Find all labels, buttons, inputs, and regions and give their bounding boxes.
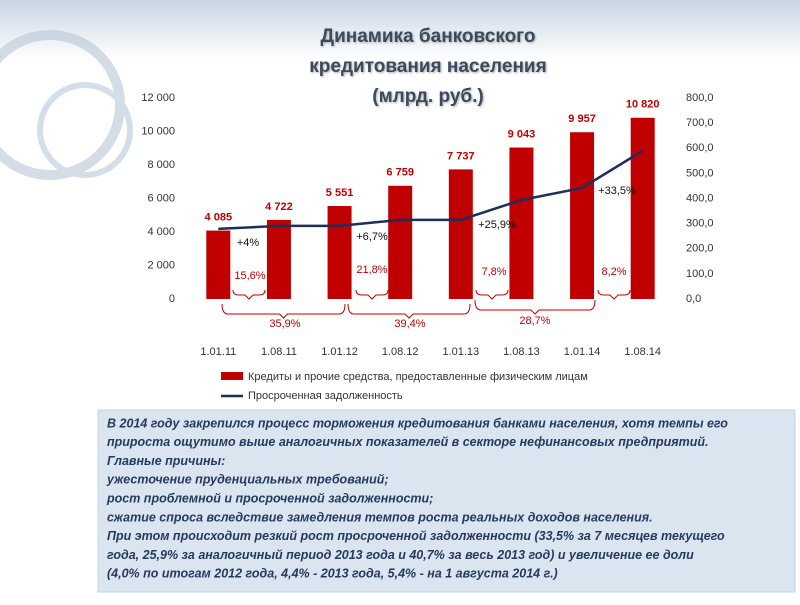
annotation: 35,9% [269,318,300,330]
bar [266,219,291,299]
brace [347,303,471,319]
legend-swatch [221,372,243,380]
y-tick-label: 4 000 [147,226,175,238]
bar [388,185,413,299]
value-label: 10 820 [626,99,660,111]
chart-title: (млрд. руб.) [372,86,483,107]
y-tick-label: 10 000 [141,125,175,137]
body-text: сжатие спроса вследствие замедления темп… [107,510,653,524]
x-tick-label: 1.01.14 [564,346,601,358]
bar [630,117,655,299]
chart-title: Динамика банковского [321,26,536,47]
line [218,149,644,231]
text-box [97,409,796,593]
y2-tick-label: 100,0 [686,268,714,280]
annotation: 21,8% [356,264,387,276]
brace [355,289,389,300]
brace [474,299,596,315]
annotation: +4% [237,237,260,249]
value-label: 6 759 [386,167,414,179]
y2-tick-label: 200,0 [686,243,714,255]
body-text: В 2014 году закрепился процесс торможени… [107,416,728,430]
decor-circle [37,82,133,178]
brace [221,303,346,319]
x-tick-label: 1.01.12 [321,346,358,358]
x-tick-label: 1.08.11 [261,346,297,358]
value-label: 4 722 [265,201,293,213]
legend-label: Просроченная задолженность [248,390,403,402]
annotation: 7,8% [481,266,506,278]
y2-tick-label: 600,0 [686,142,714,154]
bar [509,147,534,299]
legend-label: Кредиты и прочие средства, предоставленн… [248,371,588,383]
y2-tick-label: 700,0 [686,117,714,129]
body-text: (4,0% по итогам 2012 года, 4,4% - 2013 г… [107,567,558,581]
x-tick-label: 1.01.13 [442,346,479,358]
y2-tick-label: 400,0 [686,192,714,204]
value-label: 7 737 [447,150,475,162]
brace [597,289,631,300]
brace [232,289,266,300]
body-text: года, 25,9% за аналогичный период 2013 г… [107,548,694,562]
x-tick-label: 1.08.13 [503,346,540,358]
brace [475,289,509,300]
y2-tick-label: 500,0 [686,167,714,179]
body-text: При этом происходит резкий рост просроче… [107,529,725,543]
bar [570,132,595,299]
y-tick-label: 0 [169,293,175,305]
annotation: +25,9% [478,219,516,231]
value-label: 9 957 [568,113,596,125]
annotation: 8,2% [601,266,626,278]
annotation: 15,6% [234,270,265,282]
annotation: +33,5% [598,185,636,197]
annotation: +6,7% [356,231,388,243]
bar [327,206,352,299]
y-tick-label: 8 000 [147,159,175,171]
y2-tick-label: 300,0 [686,218,714,230]
y2-tick-label: 0,0 [686,293,701,305]
value-label: 9 043 [508,128,536,140]
body-text: прироста ощутимо выше аналогичных показа… [107,435,708,449]
chart-title: кредитования населения [309,56,546,77]
value-label: 5 551 [326,187,354,199]
x-tick-label: 1.01.11 [200,346,236,358]
annotation: 39,4% [394,318,425,330]
body-text: Главные причины: [107,454,225,468]
bar [206,230,231,299]
y-tick-label: 12 000 [141,92,175,104]
y-tick-label: 2 000 [147,259,175,271]
annotation: 28,7% [519,315,550,327]
body-text: рост проблемной и просроченной задолженн… [106,491,433,505]
bar [448,169,473,299]
y-tick-label: 6 000 [147,192,175,204]
x-tick-label: 1.08.12 [382,346,419,358]
body-text: ужесточение пруденциальных требований; [106,473,389,487]
value-label: 4 085 [205,211,233,223]
header-band [0,0,800,60]
x-tick-label: 1.08.14 [624,346,661,358]
y2-tick-label: 800,0 [686,92,714,104]
